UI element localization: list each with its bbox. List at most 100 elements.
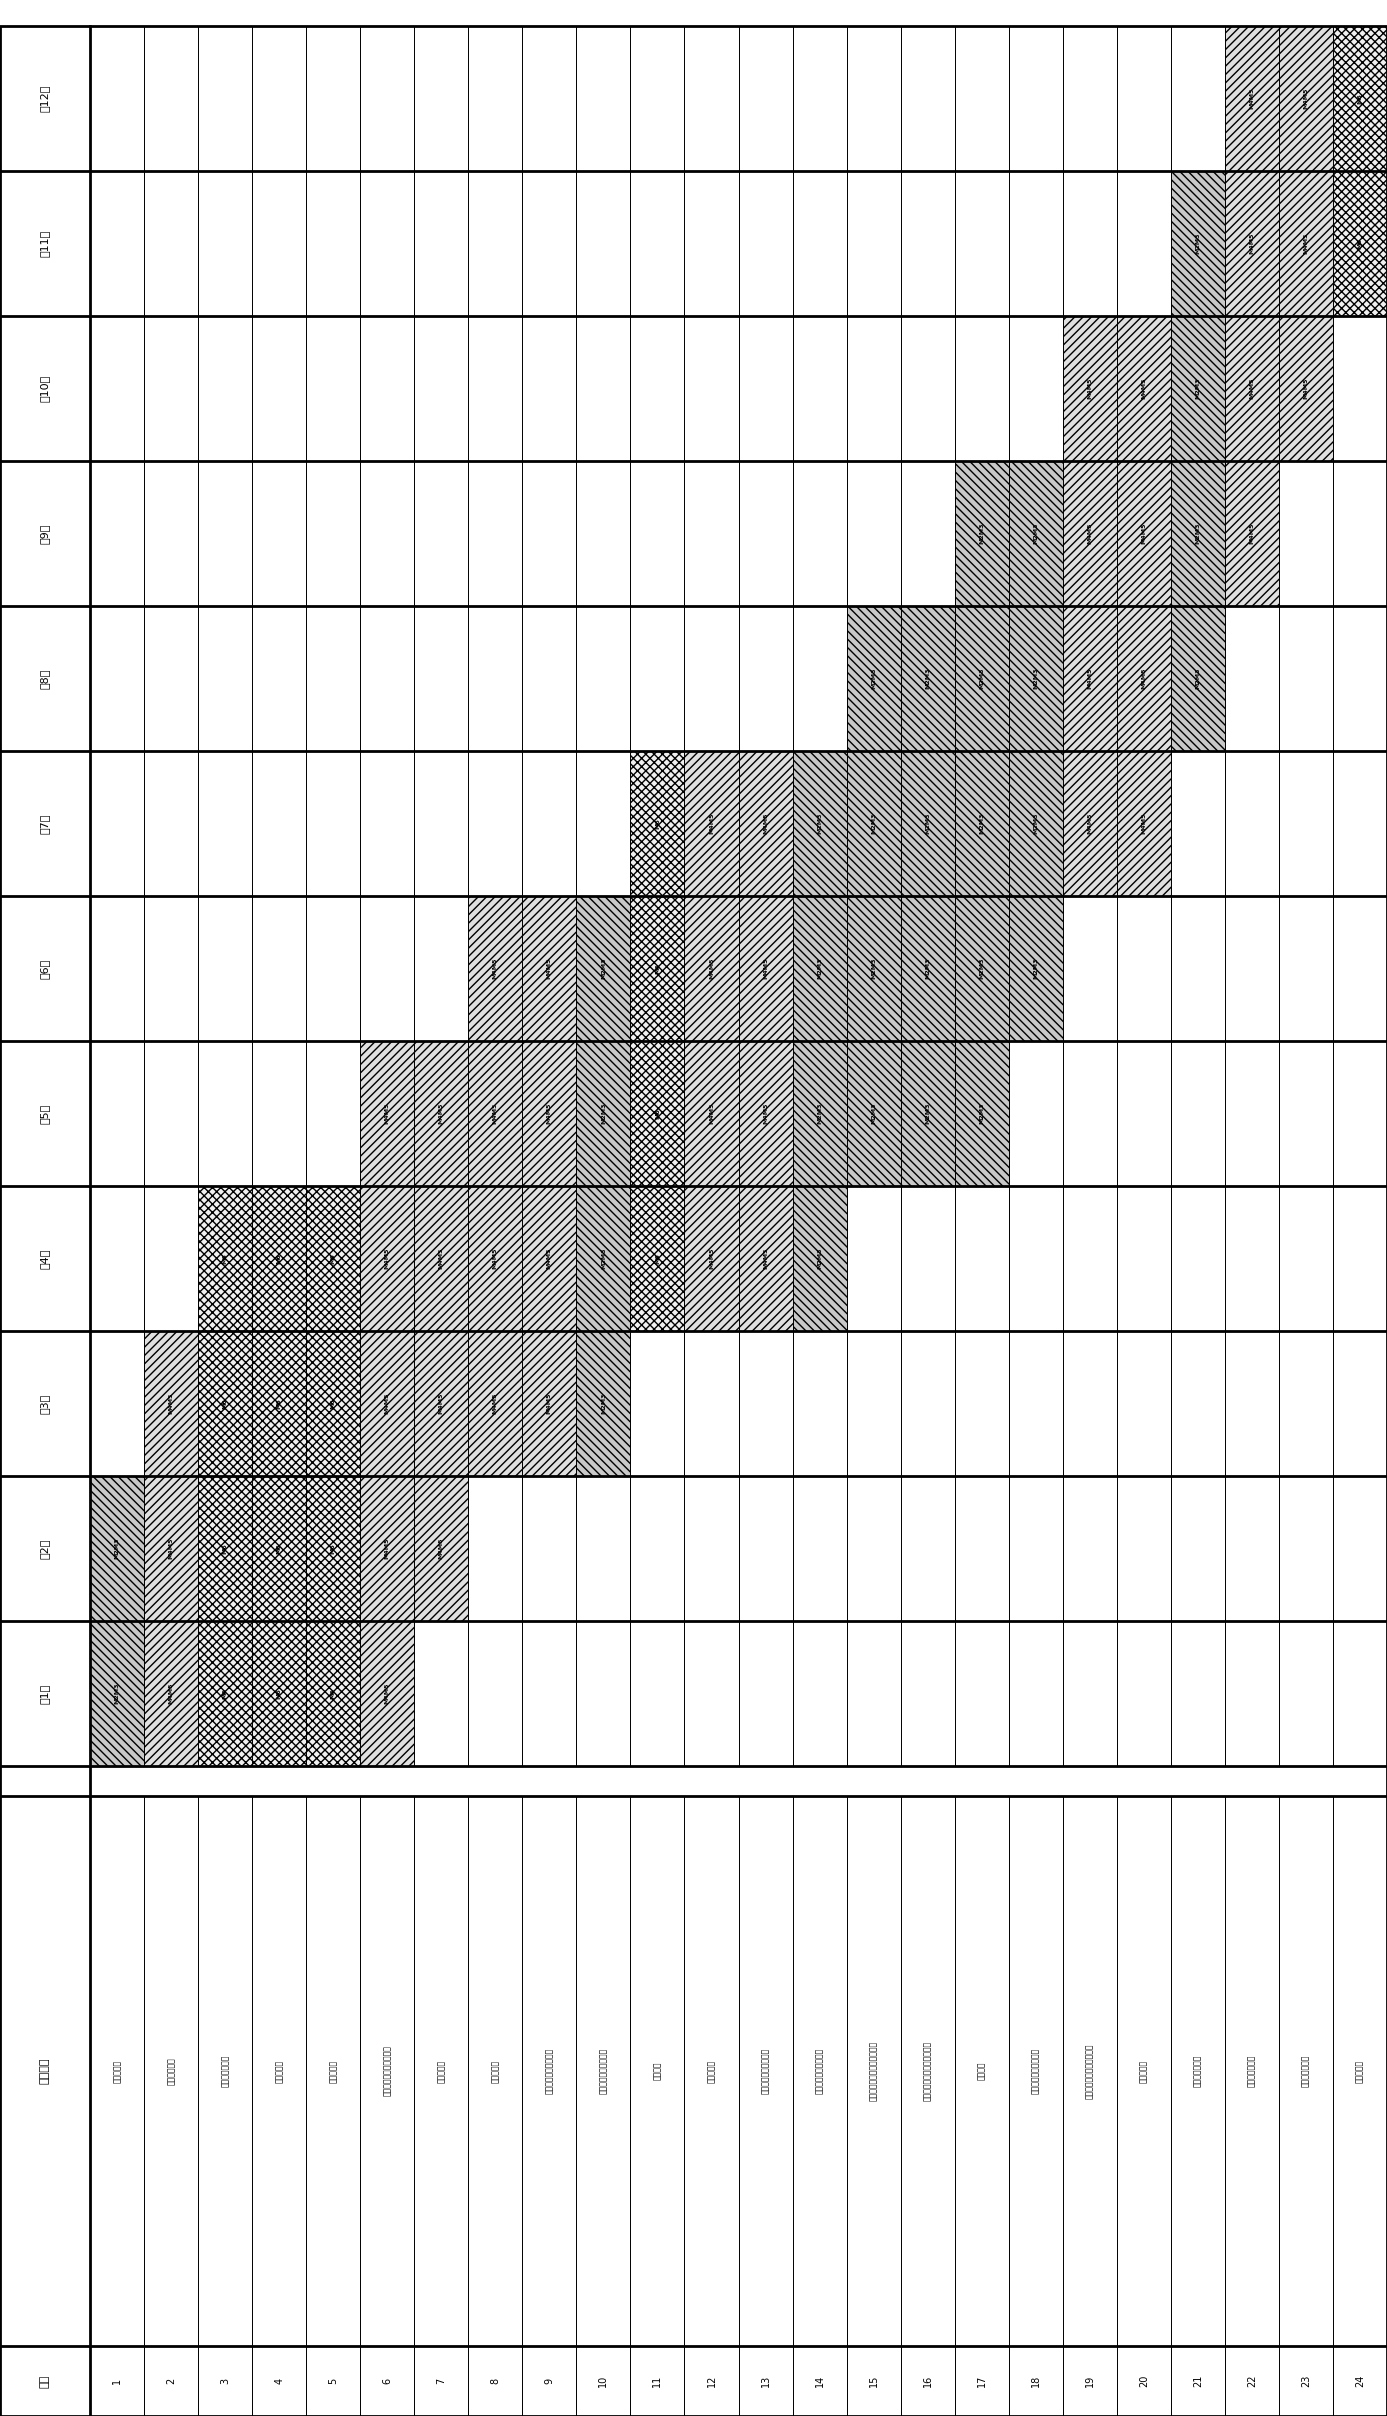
Bar (738, 896, 792, 1041)
Text: M4M5: M4M5 (546, 1102, 552, 1123)
Text: 转向架交检交验: 转向架交检交验 (1301, 2056, 1311, 2087)
Bar (1062, 1476, 1117, 1621)
Bar (900, 751, 954, 896)
Text: 转向架尺寸测量；络缓测试: 转向架尺寸测量；络缓测试 (1085, 2044, 1094, 2100)
Bar (846, 606, 900, 751)
Bar (90, 896, 144, 1041)
Text: M2M3: M2M3 (871, 1102, 877, 1123)
Bar (738, 1186, 792, 1331)
Bar (198, 461, 252, 606)
Text: M2M3: M2M3 (1196, 667, 1200, 689)
Text: M4M5: M4M5 (1304, 377, 1308, 399)
Text: 第9天: 第9天 (40, 524, 50, 544)
Bar (1333, 316, 1387, 461)
Bar (0, 461, 90, 606)
Bar (631, 461, 684, 606)
Bar (0, 1186, 90, 1331)
Text: M4M5: M4M5 (763, 957, 768, 978)
Text: M4M5: M4M5 (384, 1102, 390, 1123)
Bar (1333, 751, 1387, 896)
Text: M2M3: M2M3 (817, 812, 822, 834)
Bar (1062, 27, 1117, 172)
Bar (954, 1476, 1008, 1621)
Bar (144, 1331, 198, 1766)
Bar (792, 1795, 846, 2346)
Bar (252, 461, 307, 606)
Bar (1225, 2346, 1279, 2416)
Bar (1062, 1621, 1117, 1766)
Bar (792, 1041, 846, 1186)
Bar (144, 1476, 198, 1621)
Text: M4M5: M4M5 (1250, 522, 1254, 544)
Bar (684, 316, 738, 461)
Bar (1333, 27, 1387, 172)
Bar (1333, 172, 1387, 316)
Bar (1062, 751, 1117, 896)
Bar (1062, 1186, 1117, 1331)
Bar (0, 1795, 90, 2346)
Bar (1225, 606, 1279, 751)
Bar (846, 751, 900, 896)
Bar (1171, 172, 1225, 751)
Bar (523, 1041, 577, 1186)
Bar (361, 896, 415, 1041)
Bar (954, 27, 1008, 172)
Bar (307, 1186, 361, 1331)
Text: M6: M6 (330, 1399, 336, 1409)
Text: 序号: 序号 (40, 2375, 50, 2387)
Text: M4M5: M4M5 (546, 1247, 552, 1268)
Bar (738, 1795, 792, 2346)
Bar (90, 1795, 144, 2346)
Bar (0, 1621, 90, 1766)
Bar (1171, 1795, 1225, 2346)
Bar (792, 2346, 846, 2416)
Bar (900, 1041, 954, 1186)
Bar (1008, 606, 1062, 751)
Text: M4M5: M4M5 (709, 1102, 714, 1123)
Bar (1333, 1331, 1387, 1476)
Bar (1008, 751, 1062, 896)
Text: 第8天: 第8天 (40, 669, 50, 689)
Text: M6: M6 (330, 1254, 336, 1264)
Bar (577, 1041, 631, 1186)
Text: 第12天: 第12天 (40, 85, 50, 111)
Bar (1008, 2346, 1062, 2416)
Bar (307, 606, 361, 751)
Text: M2M3: M2M3 (601, 1392, 606, 1413)
Bar (1279, 1186, 1333, 1331)
Bar (252, 2346, 307, 2416)
Text: 转向架收入: 转向架收入 (112, 2058, 122, 2083)
Text: 2: 2 (166, 2377, 176, 2385)
Text: 标记；络缓测试: 标记；络缓测试 (1193, 2056, 1203, 2087)
Bar (846, 896, 900, 1041)
Bar (792, 316, 846, 461)
Text: 19: 19 (1085, 2375, 1094, 2387)
Bar (1279, 1795, 1333, 2346)
Text: 转向架移交: 转向架移交 (1355, 2058, 1365, 2083)
Bar (954, 896, 1008, 1041)
Bar (415, 1621, 469, 1766)
Bar (1279, 1041, 1333, 1186)
Text: 8: 8 (491, 2377, 501, 2385)
Text: 转向架交检交验: 转向架交检交验 (1247, 2056, 1257, 2087)
Bar (1333, 461, 1387, 606)
Text: 轮对磁修；齿轮轴探伤: 轮对磁修；齿轮轴探伤 (816, 2049, 824, 2095)
Bar (361, 1186, 415, 1331)
Bar (415, 896, 469, 1041)
Bar (1279, 461, 1333, 606)
Bar (900, 1795, 954, 2346)
Bar (90, 751, 144, 896)
Text: 第7天: 第7天 (40, 814, 50, 834)
Text: M4M5: M4M5 (384, 1684, 390, 1703)
Text: M6: M6 (655, 819, 660, 829)
Text: 作业项目: 作业项目 (40, 2058, 50, 2085)
Text: M2M3: M2M3 (817, 1102, 822, 1123)
Bar (1008, 896, 1062, 1041)
Bar (144, 896, 198, 1041)
Bar (307, 1041, 361, 1186)
Bar (846, 1186, 900, 1331)
Bar (1117, 1621, 1171, 1766)
Bar (1171, 896, 1225, 1041)
Bar (90, 606, 144, 751)
Bar (1171, 2346, 1225, 2416)
